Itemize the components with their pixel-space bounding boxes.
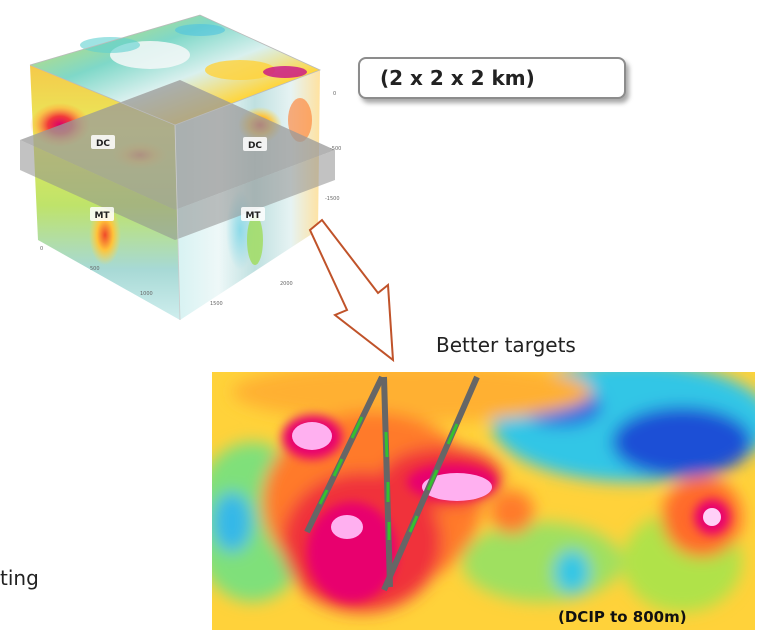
svg-text:0: 0 — [333, 91, 336, 97]
dc-label-right: DC — [243, 137, 267, 151]
cube-size-label: (2 x 2 x 2 km) — [380, 66, 535, 90]
svg-text:1000: 1000 — [140, 291, 153, 297]
drill-hole-2 — [381, 376, 393, 588]
svg-text:0: 0 — [40, 246, 43, 252]
svg-text:MT: MT — [245, 211, 261, 221]
svg-text:2000: 2000 — [280, 281, 293, 287]
dcip-caption: (DCIP to 800m) — [558, 608, 687, 626]
down-arrow-icon — [308, 218, 395, 363]
svg-text:DC: DC — [96, 139, 110, 149]
truncated-text: ting — [0, 566, 39, 590]
cube-size-callout: (2 x 2 x 2 km) — [358, 57, 626, 99]
svg-text:-1500: -1500 — [325, 196, 340, 202]
drill-hole-1 — [304, 375, 385, 534]
svg-text:1500: 1500 — [210, 301, 223, 307]
drill-hole-3 — [381, 375, 480, 592]
resistivity-cube: 0 500 1000 1500 2000 -1500 -500 0 DC DC … — [20, 14, 341, 321]
svg-text:-500: -500 — [330, 146, 341, 152]
dc-label-left: DC — [91, 135, 115, 149]
depth-slice-plane — [20, 80, 335, 210]
mt-label-left: MT — [90, 207, 114, 221]
better-targets-label: Better targets — [436, 333, 576, 357]
svg-text:DC: DC — [248, 141, 262, 151]
mt-label-right: MT — [241, 207, 265, 221]
svg-text:500: 500 — [90, 266, 100, 272]
dcip-section-image — [212, 372, 755, 630]
svg-text:MT: MT — [94, 211, 110, 221]
